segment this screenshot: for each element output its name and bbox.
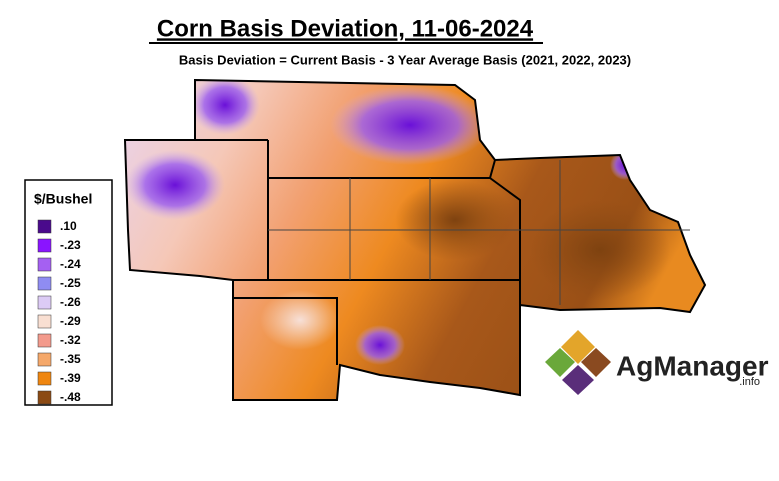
legend: .10 -.23 -.24 -.25 -.26 -.29 -.32 -.35 -.39 -.48 [37, 219, 81, 405]
legend-swatch [37, 276, 52, 291]
legend-label: -.26 [60, 295, 81, 309]
title: Corn Basis Deviation, 11-06-2024 [157, 15, 534, 42]
legend-label: .10 [60, 219, 77, 233]
legend-swatch [37, 238, 52, 253]
legend-swatch [37, 390, 52, 405]
legend-swatch [37, 257, 52, 272]
legend-label: -.39 [60, 371, 81, 385]
legend-swatch [37, 352, 52, 367]
logo: AgManager .info [544, 328, 769, 396]
legend-box [24, 179, 113, 406]
legend-label: -.35 [60, 352, 81, 366]
legend-swatch [37, 295, 52, 310]
legend-swatch [37, 371, 52, 386]
legend-label: -.29 [60, 314, 81, 328]
subtitle: Basis Deviation = Current Basis - 3 Year… [179, 52, 631, 67]
legend-label: -.23 [60, 238, 81, 252]
legend-swatch [37, 314, 52, 329]
logo-name: AgManager [616, 350, 769, 381]
legend-label: -.24 [60, 257, 81, 271]
state-borders [123, 78, 707, 401]
legend-label: -.32 [60, 333, 81, 347]
legend-swatch [37, 219, 52, 234]
legend-label: -.48 [60, 390, 81, 404]
legend-swatch [37, 333, 52, 348]
legend-title: $/Bushel [34, 191, 92, 207]
logo-suffix: .info [739, 376, 760, 388]
legend-label: -.25 [60, 276, 81, 290]
